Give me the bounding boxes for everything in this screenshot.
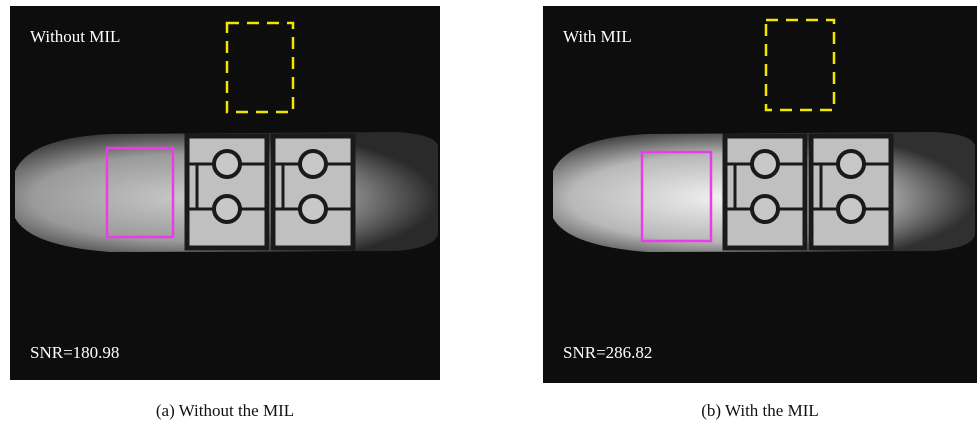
panel-label: Without MIL [30,27,120,46]
ring [214,151,240,177]
ring [752,151,778,177]
panel-a: Without MIL SNR=180.98 [10,6,440,380]
snr-label: SNR=180.98 [30,343,119,362]
ring [214,196,240,222]
ring [838,196,864,222]
panel-b: With MIL SNR=286.82 [543,6,977,383]
panel-label: With MIL [563,27,632,46]
figure: Without MIL SNR=180.98 With MIL SNR=286.82… [0,0,978,423]
ring [300,151,326,177]
ring [300,196,326,222]
ring [838,151,864,177]
caption: (a) Without the MIL [156,401,294,420]
ring [752,196,778,222]
caption: (b) With the MIL [701,401,819,420]
snr-label: SNR=286.82 [563,343,652,362]
